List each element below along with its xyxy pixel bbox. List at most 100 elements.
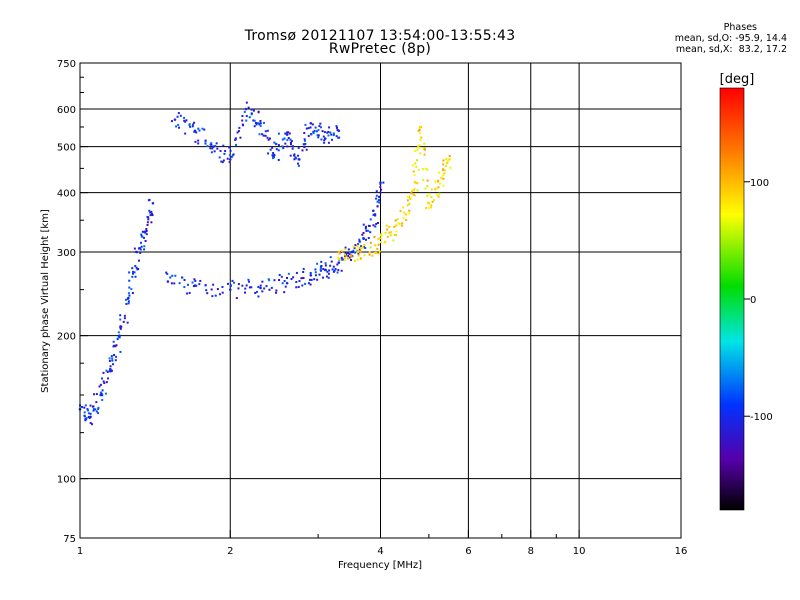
- echo-point: [124, 298, 127, 301]
- echo-point: [126, 321, 129, 324]
- echo-point: [313, 129, 316, 132]
- echo-point: [422, 179, 425, 182]
- y-axis-label: Stationary phase Virtual Height [km]: [40, 209, 51, 393]
- echo-point: [117, 331, 120, 334]
- echo-point: [305, 127, 308, 130]
- echo-point: [347, 257, 350, 260]
- echo-point: [325, 275, 328, 278]
- echo-point: [257, 285, 260, 288]
- echo-point: [376, 221, 379, 224]
- echo-point: [247, 106, 250, 109]
- echo-point: [122, 320, 125, 323]
- echo-point: [275, 291, 278, 294]
- echo-point: [377, 252, 380, 255]
- echo-point: [277, 144, 280, 147]
- grid-lines: [80, 63, 681, 538]
- echo-point: [297, 146, 300, 149]
- echo-point: [358, 248, 361, 251]
- echo-point: [403, 211, 406, 214]
- echo-point: [352, 245, 355, 248]
- echo-point: [309, 273, 313, 277]
- echo-point: [128, 279, 131, 282]
- echo-point: [287, 131, 290, 134]
- echo-point: [416, 148, 419, 151]
- echo-point: [438, 192, 441, 195]
- echo-point: [262, 134, 265, 137]
- echo-point: [356, 258, 359, 261]
- echo-point: [388, 231, 391, 234]
- echo-point: [102, 380, 105, 383]
- echo-point: [412, 170, 415, 173]
- echo-point: [394, 219, 397, 222]
- echo-point: [367, 229, 370, 232]
- y-tick-label: 75: [63, 534, 76, 545]
- echo-point: [255, 290, 258, 293]
- echo-point: [228, 146, 231, 149]
- echo-point: [305, 148, 308, 151]
- echo-point: [107, 377, 110, 380]
- echo-point: [228, 161, 231, 164]
- echo-point: [312, 132, 315, 135]
- echo-point: [378, 250, 381, 253]
- echo-point: [314, 271, 317, 274]
- x-tick-label: 6: [465, 546, 471, 557]
- echo-point: [369, 241, 372, 244]
- echo-point: [127, 296, 130, 300]
- echo-point: [326, 131, 329, 134]
- echo-point: [365, 238, 368, 241]
- echo-point: [97, 412, 100, 415]
- echo-point: [400, 224, 403, 227]
- echo-point: [285, 277, 288, 280]
- echo-point: [281, 282, 284, 285]
- echo-point: [344, 248, 347, 251]
- echo-point: [145, 229, 148, 232]
- echo-point: [320, 138, 323, 141]
- echo-point: [367, 237, 370, 240]
- echo-point: [205, 289, 208, 292]
- echo-point: [373, 252, 376, 255]
- echo-point: [135, 266, 138, 269]
- echo-point: [150, 221, 153, 224]
- echo-point: [336, 128, 339, 131]
- echo-point: [413, 173, 416, 176]
- echo-point: [316, 134, 319, 137]
- echo-point: [144, 239, 147, 242]
- echo-point: [253, 119, 256, 122]
- echo-point: [287, 137, 290, 140]
- echo-point: [332, 265, 335, 268]
- echo-point: [102, 371, 105, 374]
- echo-point: [422, 147, 425, 150]
- echo-point: [245, 115, 248, 118]
- echo-point: [241, 123, 244, 126]
- echo-point: [317, 134, 320, 137]
- echo-point: [110, 369, 113, 372]
- phases-x-mode-stats: mean, sd,X: 83.2, 17.2: [675, 44, 787, 55]
- x-tick-label: 2: [227, 546, 233, 557]
- echo-point: [226, 282, 229, 285]
- echo-point: [415, 165, 418, 168]
- echo-point: [297, 286, 300, 289]
- echo-point: [395, 230, 398, 233]
- echo-point: [204, 142, 207, 145]
- echo-point: [114, 359, 117, 362]
- echo-point: [103, 382, 106, 385]
- echo-point: [177, 112, 180, 115]
- echo-point: [203, 128, 206, 131]
- echo-point: [413, 187, 416, 190]
- echo-point: [268, 137, 271, 140]
- echo-point: [270, 286, 273, 289]
- echo-point: [380, 188, 383, 191]
- echo-point: [97, 406, 100, 409]
- echo-point: [132, 270, 135, 273]
- echo-point: [419, 152, 422, 155]
- echo-point: [322, 135, 325, 138]
- echo-point: [112, 363, 115, 366]
- echo-point: [446, 161, 449, 164]
- echo-point: [393, 225, 396, 228]
- echo-point: [412, 193, 415, 196]
- y-tick-label: 100: [57, 475, 76, 486]
- echo-point: [332, 134, 335, 137]
- echo-point: [379, 185, 382, 188]
- echo-point: [379, 182, 382, 185]
- echo-point: [320, 267, 323, 270]
